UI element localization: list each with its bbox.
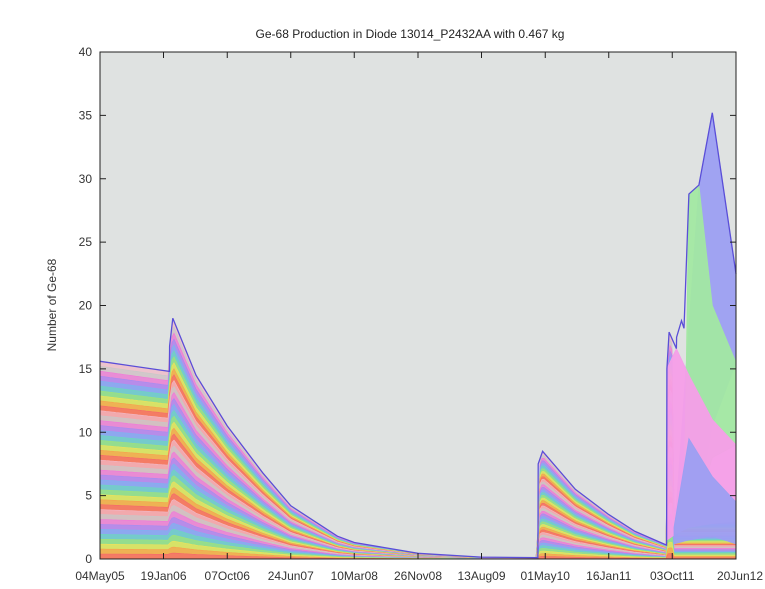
y-axis: 0 5 10 15 20 25 30 35 40 (79, 45, 736, 566)
x-tick-label: 19Jan06 (140, 569, 186, 583)
x-tick-label: 10Mar08 (331, 569, 379, 583)
chart-title: Ge-68 Production in Diode 13014_P2432AA … (256, 27, 565, 41)
stacked-bands (99, 320, 737, 560)
y-tick-label: 40 (79, 45, 93, 59)
total-outline-line (99, 112, 737, 559)
recent-exposure-bands (666, 112, 737, 545)
total-outline (99, 112, 737, 559)
y-tick-label: 20 (79, 299, 93, 313)
x-tick-label: 07Oct06 (205, 569, 251, 583)
y-tick-label: 25 (79, 235, 93, 249)
y-tick-label: 35 (79, 108, 93, 122)
x-tick-label: 24Jun07 (268, 569, 314, 583)
x-axis: 04May05 19Jan06 07Oct06 24Jun07 10Mar08 26Nov… (75, 52, 763, 583)
y-tick-label: 5 (85, 489, 92, 503)
x-tick-label: 26Nov08 (394, 569, 442, 583)
y-tick-label: 15 (79, 362, 93, 376)
x-tick-label: 04May05 (75, 569, 125, 583)
y-tick-label: 0 (85, 552, 92, 566)
x-tick-label: 20Jun12 (717, 569, 763, 583)
y-tick-label: 30 (79, 172, 93, 186)
y-tick-label: 10 (79, 425, 93, 439)
x-tick-label: 16Jan11 (586, 569, 631, 583)
y-axis-label: Number of Ge-68 (45, 258, 59, 351)
x-tick-label: 03Oct11 (650, 569, 695, 583)
x-tick-label: 13Aug09 (457, 569, 505, 583)
x-tick-label: 01May10 (521, 569, 571, 583)
